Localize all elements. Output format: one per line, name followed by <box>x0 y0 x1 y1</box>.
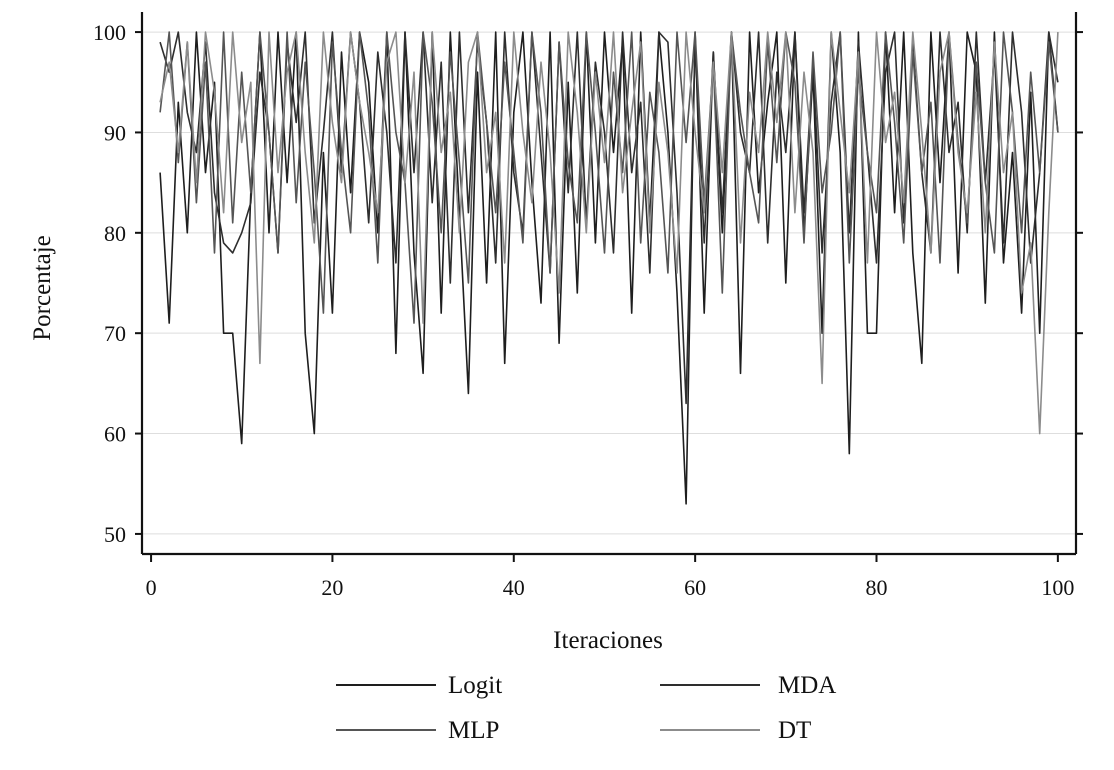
legend-label-logit: Logit <box>448 672 502 699</box>
series-line-dt <box>159 31 1059 435</box>
x-tick-label-60: 60 <box>684 575 706 600</box>
y-tick-label-50: 50 <box>104 522 126 547</box>
series-lines <box>159 31 1059 505</box>
y-axis-label: Porcentaje <box>29 235 56 341</box>
y-tick-label-70: 70 <box>104 321 126 346</box>
x-tick-label-100: 100 <box>1041 575 1074 600</box>
x-tick-label-40: 40 <box>503 575 525 600</box>
x-tick-label-80: 80 <box>866 575 888 600</box>
y-tick-label-60: 60 <box>104 422 126 447</box>
x-tick-label-20: 20 <box>321 575 343 600</box>
legend-label-mda: MDA <box>778 672 836 699</box>
legend: Logit MDA MLP DT <box>336 672 836 744</box>
axes: 50 60 70 80 90 100 0 20 40 60 80 100 <box>93 12 1083 600</box>
y-tick-label-80: 80 <box>104 221 126 246</box>
y-tick-label-100: 100 <box>93 20 126 45</box>
gridlines <box>142 31 1076 535</box>
x-axis-label: Iteraciones <box>553 627 663 654</box>
series-line-mlp <box>159 31 1059 324</box>
y-tick-label-90: 90 <box>104 120 126 145</box>
legend-label-mlp: MLP <box>448 717 499 744</box>
x-tick-label-0: 0 <box>146 575 157 600</box>
legend-label-dt: DT <box>778 717 811 744</box>
